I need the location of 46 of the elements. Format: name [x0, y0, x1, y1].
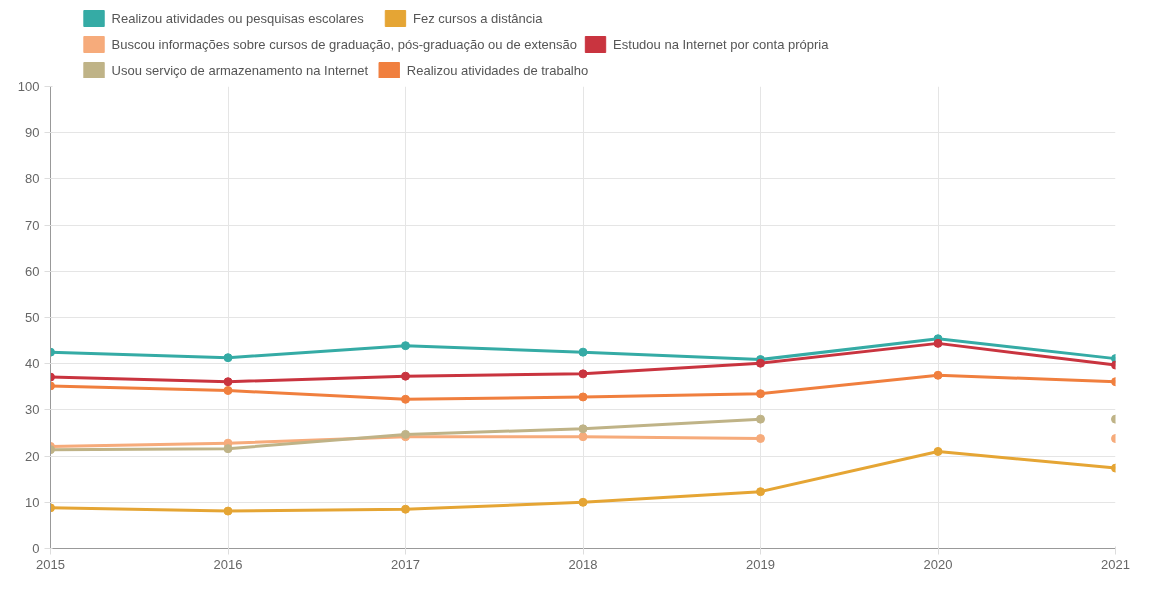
point: [401, 341, 410, 351]
y-tick-label: 60: [25, 263, 40, 279]
point: [223, 377, 233, 387]
y-tick-label: 30: [25, 402, 40, 418]
x-tick-label: 2021: [1101, 556, 1130, 572]
point: [756, 414, 765, 424]
point: [578, 432, 588, 442]
y-tick-label: 100: [17, 79, 40, 94]
point: [223, 353, 233, 363]
point: [223, 386, 233, 395]
legend-label: Estudou na Internet por conta própria: [613, 37, 830, 52]
y-tick-label: 90: [25, 125, 40, 141]
legend-label: Realizou atividades de trabalho: [406, 63, 589, 78]
x-tick-label: 2019: [746, 556, 775, 572]
point: [933, 370, 943, 380]
point: [578, 497, 588, 507]
x-tick-label: 2018: [568, 556, 598, 572]
point: [578, 347, 588, 357]
point: [401, 394, 410, 404]
x-tick-label: 2017: [391, 556, 420, 572]
point: [223, 444, 233, 454]
y-tick-label: 80: [25, 171, 40, 187]
point: [756, 487, 765, 497]
y-tick-label: 70: [25, 217, 40, 233]
point: [223, 506, 233, 516]
y-tick-label: 50: [25, 310, 40, 325]
y-tick-label: 40: [25, 356, 40, 372]
point: [401, 371, 410, 381]
point: [756, 389, 765, 399]
legend-label: Fez cursos a distância: [413, 11, 544, 26]
legend-label: Buscou informações sobre cursos de graduação, pós-graduação ou de extensão: [111, 37, 578, 52]
point: [578, 392, 588, 402]
point: [933, 338, 943, 348]
x-tick-label: 2015: [36, 556, 65, 572]
point: [578, 369, 588, 379]
y-tick-label: 20: [25, 448, 40, 464]
point: [933, 446, 943, 456]
y-tick-label: 10: [25, 494, 40, 510]
x-tick-label: 2016: [213, 556, 243, 572]
point: [756, 434, 765, 444]
legend-label: Usou serviço de armazenamento na Internet: [111, 63, 369, 78]
point: [401, 504, 410, 514]
point: [578, 424, 588, 434]
x-tick-label: 2020: [923, 556, 953, 572]
legend-label: Realizou atividades ou pesquisas escolares: [111, 11, 365, 26]
y-tick-label: 0: [32, 541, 40, 556]
